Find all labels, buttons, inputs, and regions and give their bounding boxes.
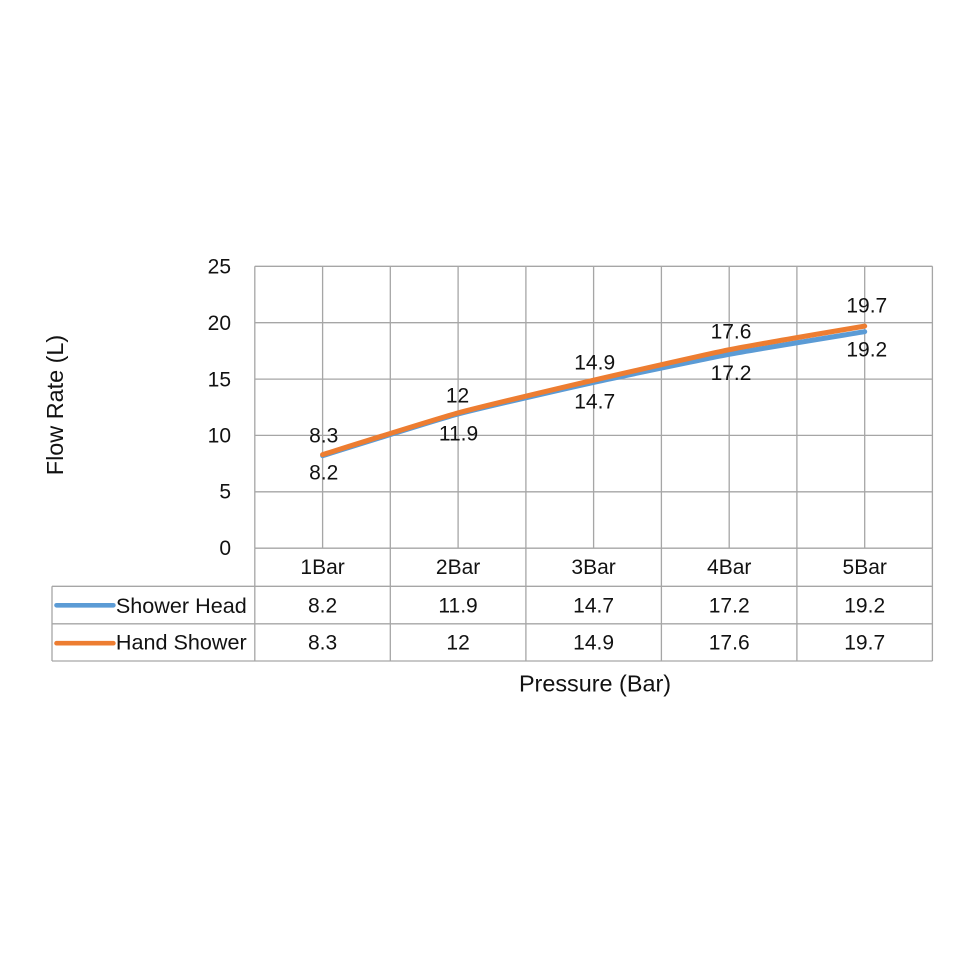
svg-text:17.6: 17.6 — [709, 632, 750, 655]
svg-text:14.7: 14.7 — [573, 594, 614, 617]
svg-text:17.2: 17.2 — [711, 362, 752, 385]
svg-text:14.9: 14.9 — [574, 351, 615, 374]
svg-text:17.2: 17.2 — [709, 594, 750, 617]
svg-text:2Bar: 2Bar — [436, 556, 480, 579]
svg-text:Hand Shower: Hand Shower — [116, 630, 247, 655]
svg-text:8.2: 8.2 — [309, 462, 338, 485]
svg-text:8.3: 8.3 — [308, 632, 337, 655]
svg-text:11.9: 11.9 — [439, 423, 478, 446]
svg-text:11.9: 11.9 — [438, 594, 477, 617]
svg-text:12: 12 — [446, 385, 469, 408]
svg-text:Shower Head: Shower Head — [116, 593, 247, 618]
svg-text:5Bar: 5Bar — [843, 556, 887, 579]
svg-text:19.2: 19.2 — [846, 339, 887, 362]
svg-text:Flow Rate (L): Flow Rate (L) — [42, 335, 68, 475]
svg-text:17.6: 17.6 — [711, 321, 752, 344]
svg-text:8.2: 8.2 — [308, 594, 337, 617]
svg-text:0: 0 — [219, 537, 231, 560]
svg-text:14.7: 14.7 — [574, 390, 615, 413]
svg-text:8.3: 8.3 — [309, 425, 338, 448]
svg-text:3Bar: 3Bar — [571, 556, 615, 579]
svg-text:19.2: 19.2 — [844, 594, 885, 617]
svg-text:12: 12 — [446, 632, 469, 655]
svg-text:10: 10 — [208, 425, 231, 448]
svg-text:14.9: 14.9 — [573, 632, 614, 655]
svg-text:4Bar: 4Bar — [707, 556, 751, 579]
svg-text:5: 5 — [219, 481, 231, 504]
svg-text:19.7: 19.7 — [846, 294, 887, 317]
svg-text:15: 15 — [208, 368, 231, 391]
svg-text:20: 20 — [208, 312, 231, 335]
svg-text:1Bar: 1Bar — [300, 556, 344, 579]
svg-text:25: 25 — [208, 256, 231, 279]
svg-text:Pressure (Bar): Pressure (Bar) — [519, 670, 671, 696]
svg-text:19.7: 19.7 — [844, 632, 885, 655]
